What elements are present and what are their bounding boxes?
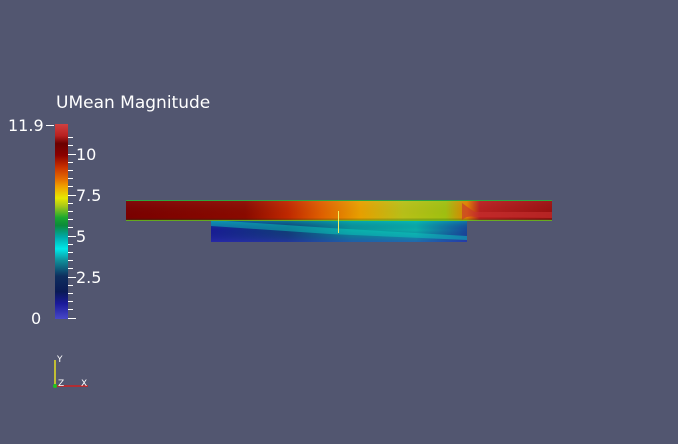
legend-title: UMean Magnitude xyxy=(56,93,211,113)
minor-tick xyxy=(68,219,73,220)
minor-tick xyxy=(68,186,73,187)
legend-label-7-5: 7.5 xyxy=(76,186,102,205)
tick-max xyxy=(46,125,54,126)
upper-channel-shading xyxy=(126,200,552,221)
minor-tick xyxy=(68,301,73,302)
tick-0 xyxy=(68,318,76,319)
minor-tick xyxy=(68,170,73,171)
legend-min-label: 0 xyxy=(31,309,42,328)
minor-tick xyxy=(68,203,73,204)
upper-wall-line xyxy=(126,200,552,201)
minor-tick xyxy=(68,137,73,138)
minor-tick xyxy=(68,145,73,146)
minor-tick xyxy=(68,178,73,179)
minor-tick xyxy=(68,227,73,228)
tick-5 xyxy=(68,236,76,237)
axis-z-label: Z xyxy=(58,379,65,389)
axis-y-label: Y xyxy=(57,355,63,365)
tick-10 xyxy=(68,154,76,155)
legend-label-2-5: 2.5 xyxy=(76,268,102,287)
z-axis-point xyxy=(53,384,57,388)
minor-tick xyxy=(68,260,73,261)
minor-tick xyxy=(68,268,73,269)
probe-marker[interactable] xyxy=(338,211,339,233)
legend-label-5: 5 xyxy=(76,227,87,246)
minor-tick xyxy=(68,309,73,310)
axis-x-label: X xyxy=(81,379,88,389)
tick-2-5 xyxy=(68,277,76,278)
tick-7-5 xyxy=(68,195,76,196)
minor-tick xyxy=(68,211,73,212)
minor-tick xyxy=(68,285,73,286)
colorbar xyxy=(55,124,68,319)
minor-tick xyxy=(68,293,73,294)
outlet-jet xyxy=(462,203,552,220)
orientation-axes-icon xyxy=(53,360,88,388)
minor-tick xyxy=(68,252,73,253)
minor-tick xyxy=(68,244,73,245)
legend-label-10: 10 xyxy=(76,145,97,164)
minor-tick xyxy=(68,162,73,163)
legend-max-label: 11.9 xyxy=(8,116,44,135)
